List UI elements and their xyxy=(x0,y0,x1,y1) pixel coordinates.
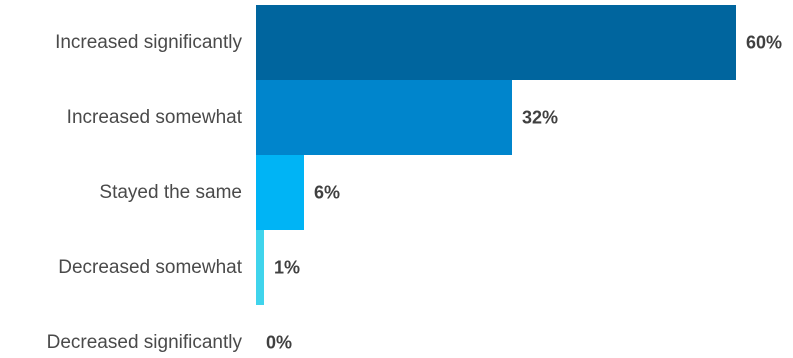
value-label: 0% xyxy=(266,333,292,353)
category-label: Decreased somewhat xyxy=(58,257,242,278)
value-label: 32% xyxy=(522,108,558,128)
category-label: Stayed the same xyxy=(99,182,242,203)
value-label: 6% xyxy=(314,183,340,203)
bar xyxy=(256,230,264,305)
bar xyxy=(256,5,736,80)
category-labels: Increased significantly Increased somewha… xyxy=(47,32,243,353)
bar xyxy=(256,155,304,230)
category-label: Increased significantly xyxy=(55,32,242,53)
value-label: 60% xyxy=(746,33,782,53)
value-labels: 60% 32% 6% 1% 0% xyxy=(266,33,782,353)
value-label: 1% xyxy=(274,258,300,278)
bars xyxy=(256,5,736,305)
category-label: Decreased significantly xyxy=(47,332,243,353)
category-label: Increased somewhat xyxy=(67,107,243,128)
bar xyxy=(256,80,512,155)
